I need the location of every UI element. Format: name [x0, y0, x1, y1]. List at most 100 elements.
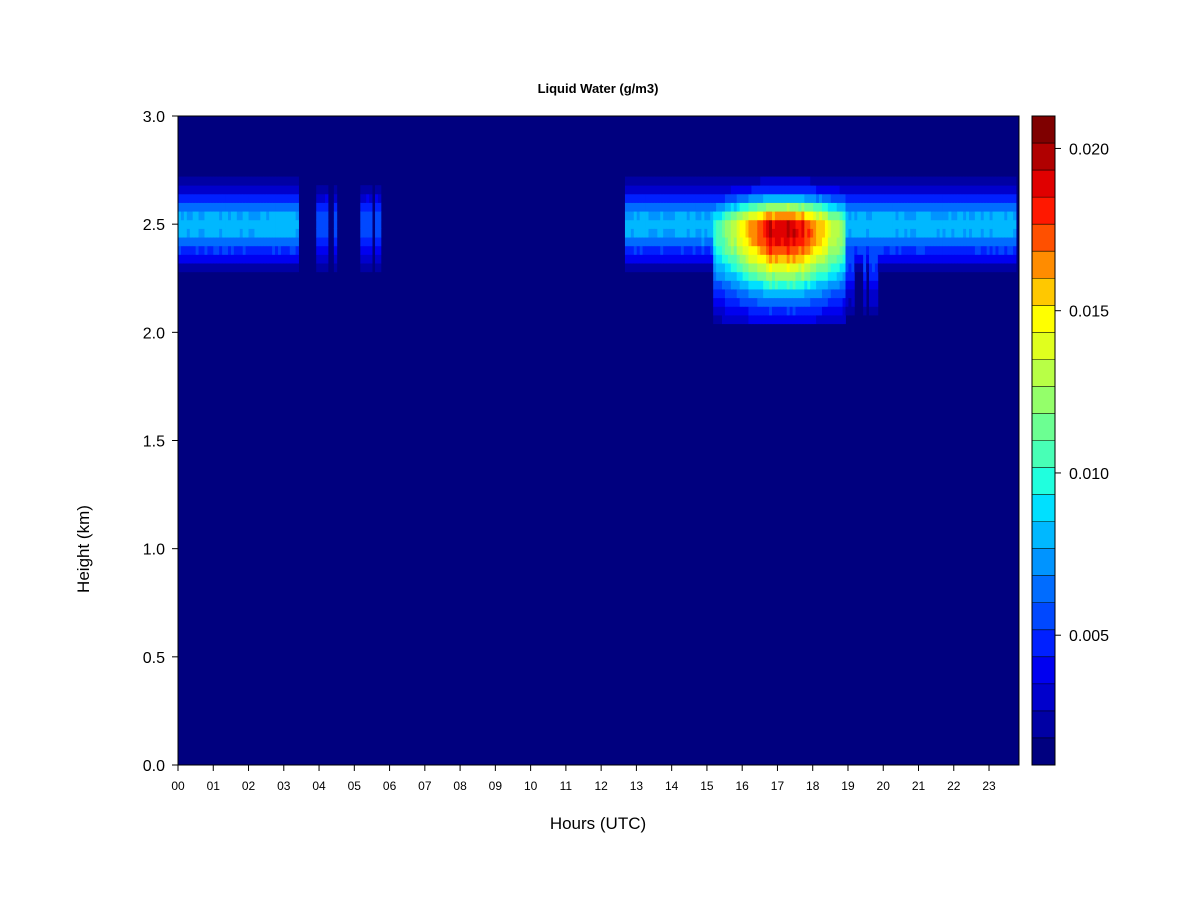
heatmap-cell — [198, 211, 202, 221]
heatmap-cell — [219, 228, 223, 238]
heatmap-cell — [889, 263, 893, 273]
heatmap-cell — [751, 237, 755, 247]
heatmap-cell — [992, 228, 996, 238]
heatmap-cell — [769, 193, 773, 203]
heatmap-cell — [819, 245, 823, 255]
heatmap-cell — [642, 219, 646, 229]
heatmap-cell — [683, 228, 688, 238]
heatmap-cell — [769, 228, 773, 238]
heatmap-cell — [771, 315, 776, 325]
heatmap-cell — [186, 193, 191, 203]
heatmap-cell — [710, 254, 714, 264]
heatmap-cell — [748, 280, 752, 290]
heatmap-cell — [636, 254, 641, 264]
heatmap-cell — [795, 228, 799, 238]
heatmap-cell — [1010, 254, 1014, 264]
heatmap-cell — [239, 219, 244, 229]
heatmap-cell — [824, 202, 829, 212]
heatmap-cell — [854, 245, 858, 255]
heatmap-cell — [763, 211, 767, 221]
heatmap-cell — [677, 193, 682, 203]
heatmap-cell — [222, 237, 226, 247]
heatmap-cell — [289, 245, 294, 255]
heatmap-cell — [771, 289, 776, 299]
heatmap-cell — [933, 219, 938, 229]
heatmap-cell — [213, 254, 217, 264]
heatmap-cell — [1013, 211, 1017, 221]
heatmap-cell — [692, 254, 696, 264]
heatmap-cell — [833, 176, 838, 186]
heatmap-cell — [722, 202, 726, 212]
heatmap-cell — [663, 202, 667, 212]
heatmap-cell — [786, 245, 791, 255]
heatmap-cell — [639, 202, 644, 212]
heatmap-cell — [222, 202, 226, 212]
heatmap-cell — [325, 202, 329, 212]
heatmap-cell — [722, 280, 726, 290]
heatmap-cell — [907, 176, 911, 186]
heatmap-cell — [942, 176, 946, 186]
heatmap-cell — [771, 237, 776, 247]
heatmap-cell — [769, 245, 773, 255]
heatmap-cell — [830, 271, 835, 281]
heatmap-cell — [236, 219, 241, 229]
heatmap-cell — [689, 228, 693, 238]
colorbar-swatch — [1032, 494, 1055, 522]
heatmap-cell — [751, 228, 755, 238]
heatmap-cell — [889, 219, 893, 229]
heatmap-cell — [786, 306, 791, 316]
heatmap-cell — [269, 193, 273, 203]
heatmap-cell — [695, 219, 699, 229]
heatmap-cell — [839, 254, 843, 264]
heatmap-cell — [807, 211, 811, 221]
heatmap-cell — [707, 237, 711, 247]
heatmap-cell — [698, 176, 702, 186]
heatmap-cell — [733, 228, 738, 238]
heatmap-cell — [745, 280, 749, 290]
heatmap-cell — [180, 237, 185, 247]
heatmap-cell — [819, 315, 823, 325]
heatmap-cell — [289, 254, 294, 264]
heatmap-cell — [692, 211, 696, 221]
heatmap-cell — [936, 254, 940, 264]
heatmap-cell — [774, 289, 779, 299]
heatmap-cell — [948, 263, 952, 273]
heatmap-cell — [951, 211, 955, 221]
heatmap-cell — [757, 193, 761, 203]
heatmap-cell — [780, 193, 785, 203]
heatmap-cell — [701, 202, 705, 212]
heatmap-cell — [360, 219, 364, 229]
heatmap-cell — [375, 228, 379, 238]
heatmap-cell — [189, 211, 194, 221]
heatmap-cell — [833, 280, 838, 290]
heatmap-cell — [730, 193, 735, 203]
heatmap-cell — [639, 245, 644, 255]
heatmap-cell — [948, 176, 952, 186]
heatmap-cell — [263, 245, 267, 255]
heatmap-cell — [325, 245, 329, 255]
heatmap-cell — [851, 289, 855, 299]
heatmap-cell — [824, 211, 829, 221]
heatmap-cell — [186, 219, 191, 229]
heatmap-cell — [627, 211, 632, 221]
heatmap-cell — [886, 245, 891, 255]
heatmap-cell — [851, 193, 855, 203]
heatmap-cell — [736, 254, 741, 264]
heatmap-cell — [369, 211, 373, 221]
heatmap-cell — [751, 245, 755, 255]
heatmap-cell — [630, 245, 635, 255]
heatmap-cell — [254, 228, 258, 238]
heatmap-cell — [992, 185, 996, 195]
heatmap-cell — [739, 254, 743, 264]
heatmap-cell — [848, 254, 852, 264]
heatmap-cell — [892, 193, 896, 203]
heatmap-cell — [745, 315, 749, 325]
heatmap-cell — [998, 176, 1002, 186]
heatmap-cell — [710, 237, 714, 247]
heatmap-cell — [869, 297, 873, 307]
heatmap-cell — [845, 297, 849, 307]
heatmap-cell — [827, 289, 832, 299]
heatmap-cell — [707, 228, 711, 238]
heatmap-cell — [860, 211, 864, 221]
heatmap-cell — [695, 245, 699, 255]
